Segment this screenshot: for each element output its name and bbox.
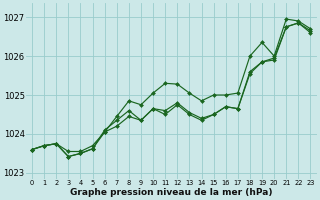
- X-axis label: Graphe pression niveau de la mer (hPa): Graphe pression niveau de la mer (hPa): [70, 188, 273, 197]
